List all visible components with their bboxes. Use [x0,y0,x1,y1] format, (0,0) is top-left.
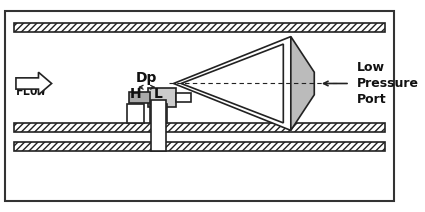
Text: Low
Pressure
Port: Low Pressure Port [357,61,419,106]
Polygon shape [291,37,314,130]
Bar [14,22,385,32]
Text: FLOW: FLOW [16,85,46,99]
Polygon shape [181,44,283,123]
Bar [148,88,176,107]
Bar [150,104,167,123]
Bar [130,92,150,103]
Text: Dp: Dp [136,71,158,85]
Text: L: L [154,87,163,101]
Bar [14,142,385,151]
Polygon shape [173,37,291,130]
Text: H: H [129,87,141,101]
Bar [176,93,191,102]
Bar [151,100,166,151]
Polygon shape [16,72,51,95]
Bar [14,123,385,132]
Bar [127,104,144,123]
